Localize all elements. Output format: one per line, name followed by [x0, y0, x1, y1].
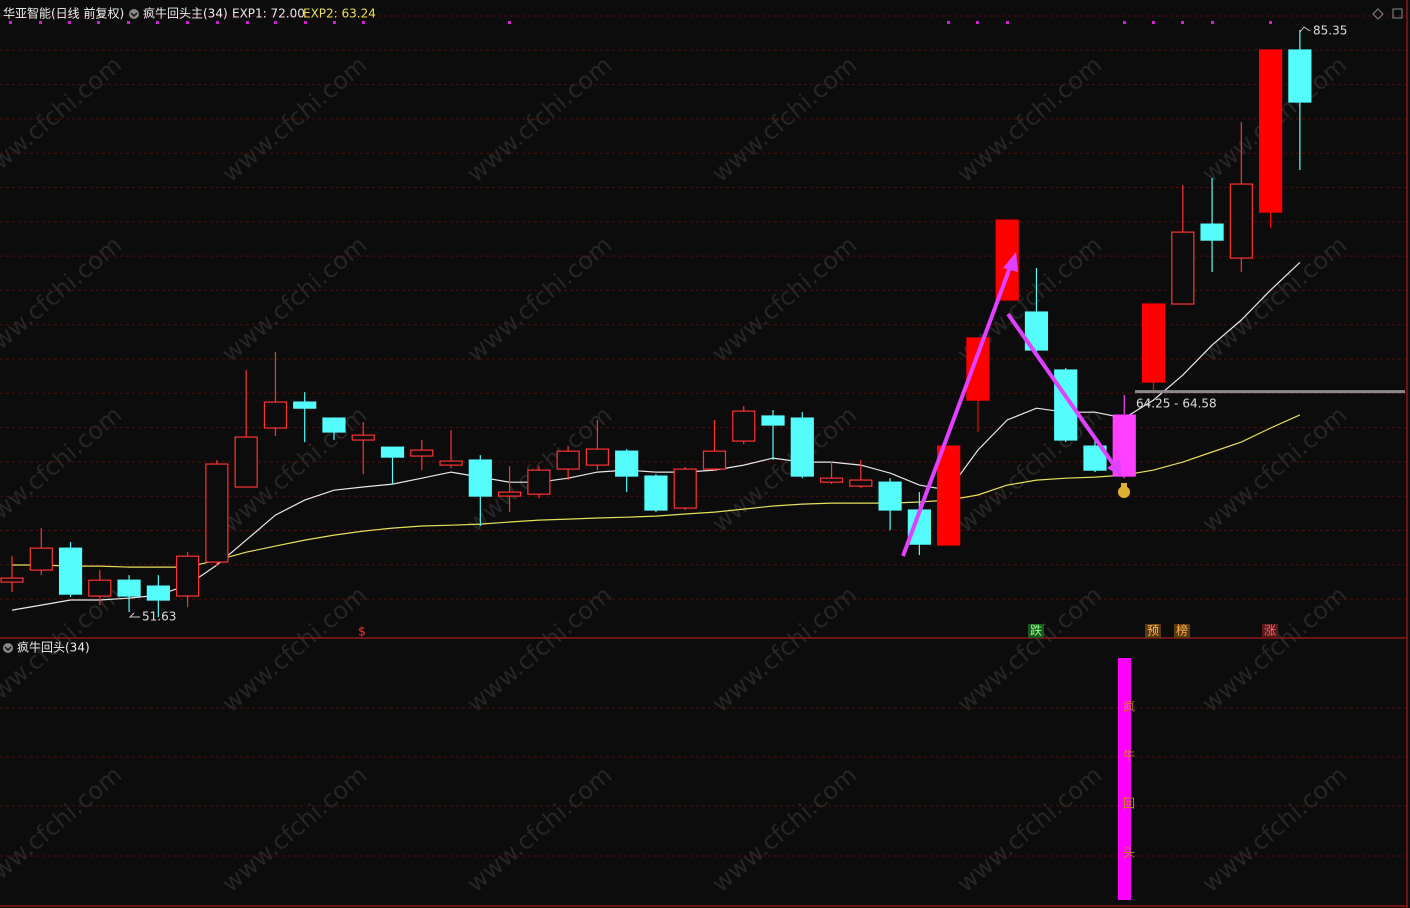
low-leader [128, 612, 140, 618]
candle-body [556, 450, 580, 470]
bar-char: 牛 [1123, 748, 1135, 763]
candle-body [322, 417, 346, 433]
signal-bg [1028, 624, 1044, 638]
candle-body [849, 479, 873, 487]
candle-body [615, 450, 639, 477]
candle-body [176, 555, 200, 597]
candle-body [761, 415, 785, 426]
candle-body [0, 577, 24, 583]
candle-body [966, 337, 990, 401]
candle-body [644, 475, 668, 511]
grid [0, 15, 1407, 857]
candle-body [585, 448, 610, 466]
candle-body [117, 579, 141, 597]
candle-body [1171, 231, 1195, 305]
candle-body [146, 585, 170, 601]
candles [0, 29, 1312, 618]
candle-body [1083, 445, 1107, 471]
menu-icon [130, 12, 138, 18]
candle-body [995, 219, 1019, 301]
candle-body [205, 463, 229, 563]
candle-body [732, 410, 756, 442]
menu-icon[interactable] [129, 9, 139, 19]
price-band-label: 64.25 - 64.58 [1136, 397, 1217, 411]
signal-bar [1118, 658, 1131, 900]
candle-body [702, 450, 727, 470]
candle-body [439, 460, 463, 466]
top-markers [9, 21, 1272, 24]
candle-body [468, 459, 492, 497]
candle-body [790, 417, 814, 477]
candle-body [234, 436, 258, 488]
bar-char: 疯 [1123, 699, 1135, 714]
signal-bg [1262, 624, 1278, 638]
signal-bg [1145, 624, 1161, 638]
signal: $ [358, 625, 366, 639]
candle-body [1141, 303, 1166, 383]
signal: 榜 [1176, 623, 1188, 638]
window-icon[interactable] [1392, 8, 1403, 19]
candle-body [1200, 223, 1224, 241]
arrows [901, 252, 1122, 557]
candle-body [293, 401, 317, 409]
candle-body [497, 491, 522, 497]
candle-body [878, 481, 902, 511]
candle-body [380, 446, 405, 458]
legend-entry: EXP2: 63.24 [303, 7, 376, 21]
candle-body [937, 445, 961, 546]
candle-body [1229, 183, 1253, 259]
lower-title: 疯牛回头(34) [17, 640, 90, 655]
stock-title: 华亚智能(日线 前复权) [3, 6, 124, 21]
indicator-name: 疯牛回头主(34) [143, 6, 228, 21]
candle-body [673, 468, 697, 509]
money-icon [1118, 483, 1130, 498]
menu-icon [4, 646, 12, 652]
legend-entry: EXP1: 72.00 [232, 7, 305, 21]
candle-body [1024, 311, 1049, 351]
low-label: 51.63 [142, 610, 176, 624]
signal-bg [1174, 624, 1190, 638]
signal: 跌 [1030, 623, 1042, 638]
high-label: 85.35 [1313, 24, 1347, 38]
high-leader [1299, 26, 1311, 33]
bar-char: 头 [1123, 846, 1135, 860]
bar-char: 回 [1123, 797, 1135, 811]
candle-body [819, 477, 844, 483]
menu-icon[interactable] [3, 643, 13, 653]
candle-body [58, 547, 83, 595]
signal: 涨 [1264, 623, 1276, 638]
candle-body [351, 434, 375, 441]
candle-body [88, 579, 112, 597]
candle-body [410, 449, 434, 457]
candle-body [1259, 49, 1283, 213]
candle-body [29, 547, 53, 571]
candle-body [1288, 49, 1312, 103]
candle-body [527, 469, 551, 495]
signal: 预 [1147, 624, 1159, 638]
window-icon[interactable] [1372, 8, 1384, 20]
candle-body [263, 401, 288, 429]
